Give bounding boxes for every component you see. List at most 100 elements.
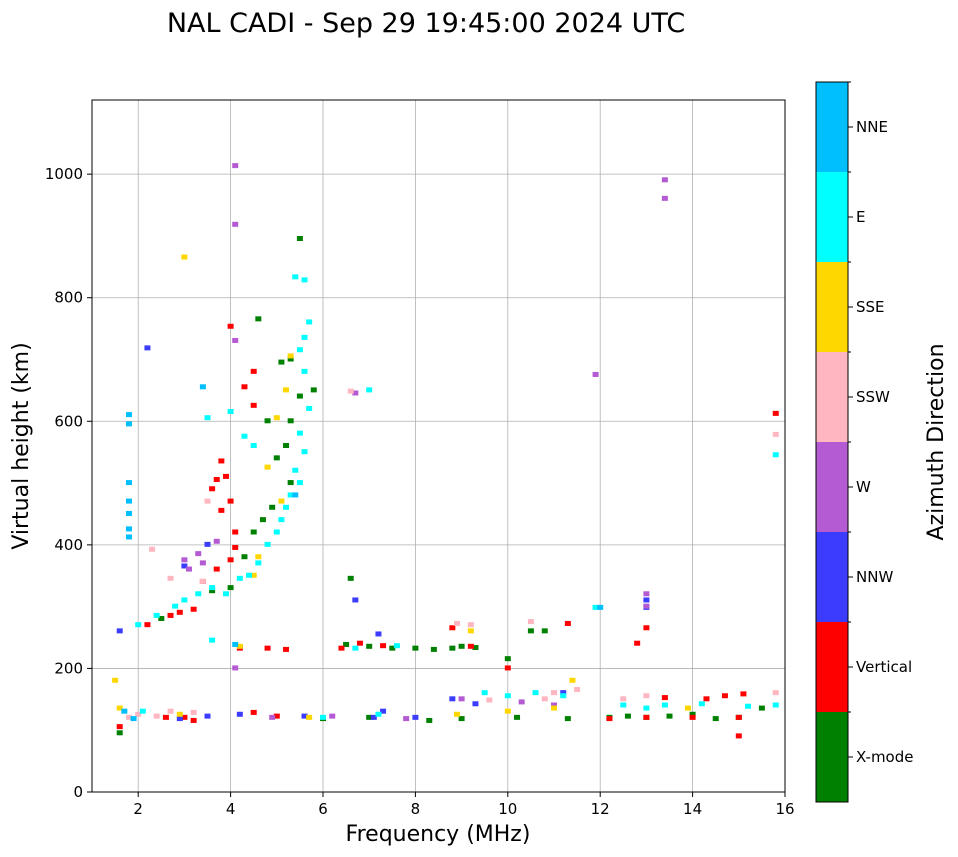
data-point-sse [181, 254, 188, 260]
data-point-nne [130, 716, 137, 722]
data-point-e [620, 702, 627, 708]
data-point-e [181, 597, 188, 603]
data-point-vertical [772, 410, 779, 416]
data-point-e [481, 690, 488, 696]
plot-frame [91, 99, 786, 793]
data-point-e [532, 690, 539, 696]
data-point-nne [232, 641, 239, 647]
y-tick-label: 1000 [45, 165, 83, 183]
data-point-x-mode [412, 645, 419, 651]
data-point-x-mode [514, 714, 521, 720]
data-point-ssw [153, 713, 160, 719]
data-point-x-mode [227, 585, 234, 591]
data-point-e [273, 529, 280, 535]
data-point-e [504, 693, 511, 699]
data-point-e [320, 714, 326, 720]
data-point-w [329, 713, 336, 719]
data-point-sse [453, 711, 460, 717]
data-point-nne [121, 708, 128, 714]
colorbar-title: Azimuth Direction [924, 343, 949, 540]
data-point-x-mode [366, 714, 373, 720]
data-point-e [204, 415, 211, 421]
data-point-vertical [356, 640, 363, 646]
data-point-e [306, 319, 313, 325]
data-point-w [213, 538, 220, 544]
data-point-x-mode [278, 359, 285, 365]
data-point-vertical [643, 714, 650, 720]
data-point-vertical [162, 714, 169, 720]
data-point-x-mode [273, 455, 280, 461]
data-point-nnw [301, 713, 308, 719]
data-point-w [181, 557, 188, 563]
data-point-ssw [347, 388, 354, 394]
data-point-vertical [467, 643, 474, 649]
data-point-x-mode [758, 705, 765, 711]
data-point-e [301, 449, 308, 455]
data-point-vertical [250, 709, 257, 715]
data-point-e [153, 612, 160, 618]
data-point-e [301, 334, 308, 340]
x-tick-label: 6 [318, 800, 328, 818]
data-point-ssw [167, 575, 174, 581]
data-point-e [264, 541, 271, 547]
data-point-vertical [250, 402, 257, 408]
data-point-x-mode [458, 643, 465, 649]
data-point-e [278, 517, 285, 523]
colorbar-segment [816, 172, 848, 262]
data-point-x-mode [389, 645, 396, 651]
data-point-e [209, 585, 216, 591]
data-point-vertical [735, 733, 742, 739]
data-point-vertical [176, 609, 183, 615]
data-point-nnw [380, 708, 387, 714]
data-point-nnw [144, 345, 151, 351]
data-point-x-mode [287, 418, 294, 424]
data-point-vertical [213, 476, 220, 482]
data-point-x-mode [296, 393, 303, 399]
y-tick-label: 600 [54, 412, 83, 430]
data-point-w [403, 716, 410, 722]
data-point-e [292, 274, 299, 280]
chart-title: NAL CADI - Sep 29 19:45:00 2024 UTC [167, 8, 685, 39]
data-point-vertical [689, 714, 696, 720]
data-point-sse [684, 705, 691, 711]
data-point-x-mode [283, 443, 290, 448]
data-point-vertical [190, 606, 197, 612]
data-point-e [772, 702, 779, 708]
colorbar: X-mode Vertical NNW W SSW SSE E NNE [816, 81, 913, 802]
data-point-e [772, 452, 779, 458]
data-point-sse [250, 572, 257, 578]
data-point-nnw [449, 696, 456, 702]
data-point-e [222, 591, 229, 597]
data-point-vertical [643, 625, 650, 631]
data-point-vertical [740, 691, 747, 697]
data-point-e [139, 708, 146, 714]
data-point-e [560, 693, 567, 699]
data-point-w [643, 591, 650, 597]
data-point-e [292, 467, 299, 473]
data-point-sse [283, 387, 290, 393]
colorbar-segment [816, 712, 848, 802]
data-point-x-mode [343, 641, 350, 647]
data-point-e [698, 701, 705, 707]
data-point-e [172, 603, 179, 609]
data-point-x-mode [250, 529, 257, 535]
data-point-e [643, 705, 650, 711]
data-point-nnw [472, 701, 479, 707]
data-point-e [592, 604, 599, 610]
data-point-e [296, 347, 303, 353]
data-point-x-mode [504, 656, 511, 662]
data-point-x-mode [209, 588, 216, 594]
data-point-e [296, 480, 303, 486]
data-point-x-mode [458, 716, 465, 722]
data-point-vertical [264, 645, 271, 651]
data-point-sse [176, 711, 183, 717]
data-point-sse [504, 708, 511, 714]
data-point-e [287, 492, 294, 498]
data-point-ssw [620, 696, 627, 702]
data-point-ssw [467, 622, 474, 628]
data-point-vertical [721, 693, 728, 699]
data-point-nnw [375, 631, 382, 637]
data-point-x-mode [541, 628, 548, 634]
data-point-sse [255, 554, 262, 560]
data-point-vertical [703, 696, 710, 702]
